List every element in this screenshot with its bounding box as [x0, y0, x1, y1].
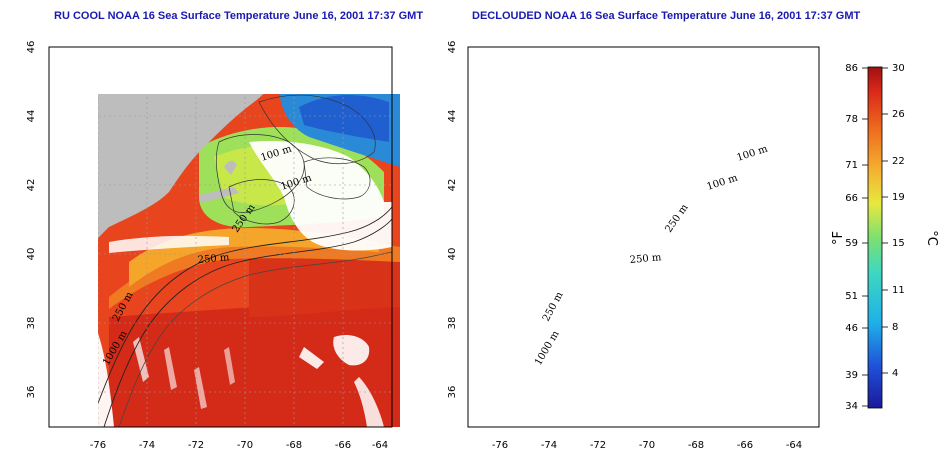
contour-label-250m-a: 250 m — [197, 252, 230, 266]
x-tick-label: -66 — [737, 440, 753, 451]
contour-label-1000m: 1000 m — [533, 329, 562, 368]
celsius-unit-label: °C — [924, 230, 939, 246]
fahrenheit-tick: 66 — [845, 193, 858, 204]
contour-label-100m-a: 100 m — [736, 143, 770, 163]
fahrenheit-unit-label: °F — [831, 231, 846, 245]
celsius-tick: 26 — [892, 109, 905, 120]
y-tick-label: 38 — [26, 317, 37, 330]
x-tick-label: -76 — [90, 440, 106, 451]
fahrenheit-tick: 34 — [845, 401, 858, 412]
contour-label-100m-b: 100 m — [706, 172, 740, 192]
x-tick-label: -70 — [237, 440, 253, 451]
y-tick-label: 42 — [26, 179, 37, 192]
celsius-tick: 11 — [892, 285, 905, 296]
x-tick-label: -74 — [541, 440, 557, 451]
y-tick-label: 44 — [26, 110, 37, 123]
y-tick-label: 36 — [447, 386, 458, 399]
y-tick-label: 42 — [447, 179, 458, 192]
x-tick-label: -74 — [139, 440, 155, 451]
fahrenheit-tick: 46 — [845, 323, 858, 334]
left-x-axis: -76 -74 -72 -70 -68 -66 -64 — [90, 440, 388, 451]
right-x-axis: -76 -74 -72 -70 -68 -66 -64 — [492, 440, 802, 451]
x-tick-label: -72 — [590, 440, 606, 451]
x-tick-label: -68 — [286, 440, 302, 451]
y-tick-label: 40 — [447, 248, 458, 261]
temperature-colorbar: 86 78 71 66 59 51 46 39 34 30 26 22 19 1… — [831, 63, 939, 412]
left-map-panel: 100 m 100 m 250 m 250 m 250 m 1000 m -76… — [26, 41, 400, 451]
y-tick-label: 38 — [447, 317, 458, 330]
fahrenheit-tick: 59 — [845, 238, 858, 249]
right-map-panel: 100 m 100 m 250 m 250 m 250 m 1000 m -76… — [447, 41, 820, 451]
y-tick-label: 44 — [447, 110, 458, 123]
right-panel-title: DECLOUDED NOAA 16 Sea Surface Temperatur… — [472, 10, 861, 22]
x-tick-label: -72 — [188, 440, 204, 451]
celsius-tick: 15 — [892, 238, 905, 249]
colorbar-gradient — [867, 66, 883, 409]
celsius-tick: 4 — [892, 368, 898, 379]
celsius-tick: 30 — [892, 63, 905, 74]
x-tick-label: -76 — [492, 440, 508, 451]
contour-label-250m-c: 250 m — [541, 290, 566, 324]
x-tick-label: -68 — [688, 440, 704, 451]
y-tick-label: 46 — [447, 41, 458, 54]
y-tick-label: 36 — [26, 386, 37, 399]
celsius-tick: 19 — [892, 192, 905, 203]
right-y-axis: 36 38 40 42 44 46 — [447, 41, 458, 399]
left-y-axis: 36 38 40 42 44 46 — [26, 41, 37, 399]
fahrenheit-tick: 71 — [845, 160, 858, 171]
celsius-tick: 8 — [892, 322, 898, 333]
contour-label-250m-b: 250 m — [663, 202, 691, 235]
fahrenheit-tick: 78 — [845, 114, 858, 125]
fahrenheit-tick: 86 — [845, 63, 858, 74]
fahrenheit-tick: 51 — [845, 291, 858, 302]
fahrenheit-tick: 39 — [845, 370, 858, 381]
x-tick-label: -66 — [335, 440, 351, 451]
y-tick-label: 40 — [26, 248, 37, 261]
x-tick-label: -70 — [639, 440, 655, 451]
celsius-tick: 22 — [892, 156, 905, 167]
x-tick-label: -64 — [372, 440, 388, 451]
contour-label-250m-a: 250 m — [629, 252, 662, 266]
left-panel-title: RU COOL NOAA 16 Sea Surface Temperature … — [54, 10, 424, 22]
y-tick-label: 46 — [26, 41, 37, 54]
x-tick-label: -64 — [786, 440, 802, 451]
